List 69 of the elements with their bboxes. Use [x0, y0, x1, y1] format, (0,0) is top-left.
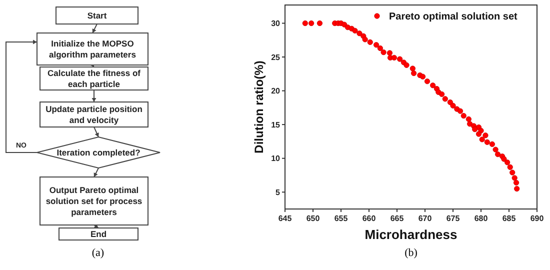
y-tick-label: 30 — [271, 19, 281, 28]
text: End — [90, 228, 107, 239]
y-tick-label: 15 — [271, 120, 281, 130]
point — [380, 49, 386, 56]
point — [397, 56, 403, 62]
point — [513, 180, 520, 186]
x-tick-label: 655 — [334, 214, 348, 223]
y-tick-label: 25 — [271, 52, 281, 62]
point — [373, 42, 380, 48]
point — [457, 108, 464, 114]
point — [472, 126, 478, 132]
point — [420, 74, 426, 80]
point — [442, 96, 448, 102]
x-tick-label: 680 — [474, 214, 488, 223]
point — [482, 132, 488, 138]
point — [362, 36, 368, 42]
point — [476, 131, 482, 137]
text: Output Pareto optimal solution set for process parameters — [46, 184, 142, 217]
point — [501, 156, 507, 162]
text: (b) — [404, 247, 418, 259]
text: Calculate the fitness of each particle — [47, 68, 141, 89]
text: Update particle position and velocity — [46, 104, 142, 125]
text: Start — [87, 10, 107, 20]
point — [386, 50, 393, 56]
text: (a) — [92, 247, 104, 259]
x-tick-label: 685 — [502, 214, 516, 223]
point — [410, 66, 416, 72]
x-tick-label: 660 — [362, 214, 376, 223]
point — [308, 20, 314, 26]
text: Iteration completed? — [56, 147, 140, 158]
point — [424, 78, 430, 84]
point — [302, 20, 308, 26]
y-tick-label: 20 — [271, 86, 281, 96]
x-tick-label: 675 — [446, 214, 460, 223]
point — [411, 70, 417, 76]
point — [495, 151, 501, 158]
point — [489, 141, 495, 147]
point — [430, 82, 436, 88]
point — [439, 91, 445, 97]
x-tick-label: 690 — [530, 214, 544, 223]
point — [377, 45, 383, 52]
text: Initialize the MOPSO algorithm parameters — [49, 38, 136, 60]
point — [507, 164, 513, 170]
point — [492, 146, 498, 152]
legend-label: Pareto optimal solution set — [389, 12, 518, 22]
point — [460, 112, 466, 119]
x-tick-label: 650 — [306, 214, 320, 223]
point — [316, 20, 323, 26]
point — [391, 54, 397, 60]
y-tick-label: 5 — [276, 188, 281, 197]
point — [514, 186, 520, 192]
point — [450, 102, 456, 108]
point — [467, 121, 473, 127]
point — [504, 160, 510, 166]
x-axis-title: Microhardness — [364, 227, 458, 242]
point — [404, 62, 410, 68]
x-tick-label: 670 — [418, 214, 432, 223]
point — [367, 39, 373, 45]
y-tick-label: 10 — [271, 154, 281, 164]
point — [356, 30, 362, 36]
point — [352, 28, 358, 34]
point — [479, 136, 485, 142]
point — [510, 170, 516, 176]
point — [512, 175, 518, 181]
point — [484, 139, 490, 145]
x-tick-label: 665 — [390, 214, 404, 223]
point — [466, 116, 472, 122]
x-tick-label: 645 — [278, 214, 292, 223]
y-axis-title: Dilution ratio(%) — [252, 60, 266, 154]
